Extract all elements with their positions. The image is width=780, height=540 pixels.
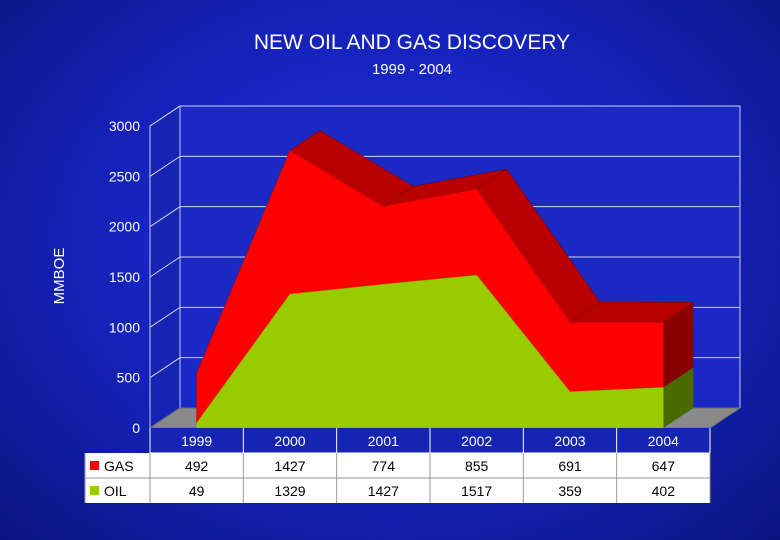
- y-tick-label: 0: [132, 420, 140, 436]
- x-tick-label: 2002: [461, 433, 492, 449]
- data-label-gas: 1427: [274, 458, 305, 474]
- y-tick-label: 3000: [109, 118, 140, 134]
- legend-swatch-oil: [90, 486, 99, 495]
- plot-area: [196, 129, 695, 429]
- data-label-oil: 49: [189, 483, 205, 499]
- data-label-oil: 1329: [274, 483, 305, 499]
- chart-subtitle: 1999 - 2004: [372, 61, 452, 78]
- gridline: [149, 206, 740, 228]
- y-axis-ticks: 0 500 1000 1500 2000 2500 3000: [109, 118, 140, 436]
- oil-side-face: [663, 367, 694, 428]
- x-tick-label: 2004: [648, 433, 679, 449]
- legend-swatch-gas: [90, 461, 99, 470]
- x-tick-label: 2001: [368, 433, 399, 449]
- data-label-oil: 359: [558, 483, 582, 499]
- data-label-oil: 402: [652, 483, 676, 499]
- gridline: [149, 155, 740, 177]
- data-label-gas: 855: [465, 458, 489, 474]
- y-tick-label: 1500: [109, 269, 140, 285]
- chart-title: NEW OIL AND GAS DISCOVERY: [254, 31, 570, 54]
- y-axis-label: MMBOE: [51, 248, 68, 305]
- y-tick-label: 2000: [109, 219, 140, 235]
- x-tick-label: 2000: [274, 433, 305, 449]
- data-table: 1999 2000 2001 2002 2003 2004 GAS 492 1427 774 855…: [84, 428, 711, 503]
- gridline: [149, 105, 740, 127]
- x-tick-label: 1999: [181, 433, 212, 449]
- data-label-oil: 1517: [461, 483, 492, 499]
- legend-label-oil: OIL: [104, 483, 127, 499]
- data-label-gas: 691: [558, 458, 582, 474]
- data-label-gas: 492: [185, 458, 209, 474]
- oil-series-area: [196, 274, 664, 429]
- data-label-oil: 1427: [368, 483, 399, 499]
- x-tick-label: 2003: [554, 433, 585, 449]
- y-tick-label: 500: [117, 370, 141, 386]
- gas-side-face: [663, 302, 694, 388]
- data-label-gas: 774: [372, 458, 396, 474]
- y-tick-label: 2500: [109, 168, 140, 184]
- y-tick-label: 1000: [109, 319, 140, 335]
- legend-label-gas: GAS: [104, 458, 134, 474]
- data-label-gas: 647: [652, 458, 676, 474]
